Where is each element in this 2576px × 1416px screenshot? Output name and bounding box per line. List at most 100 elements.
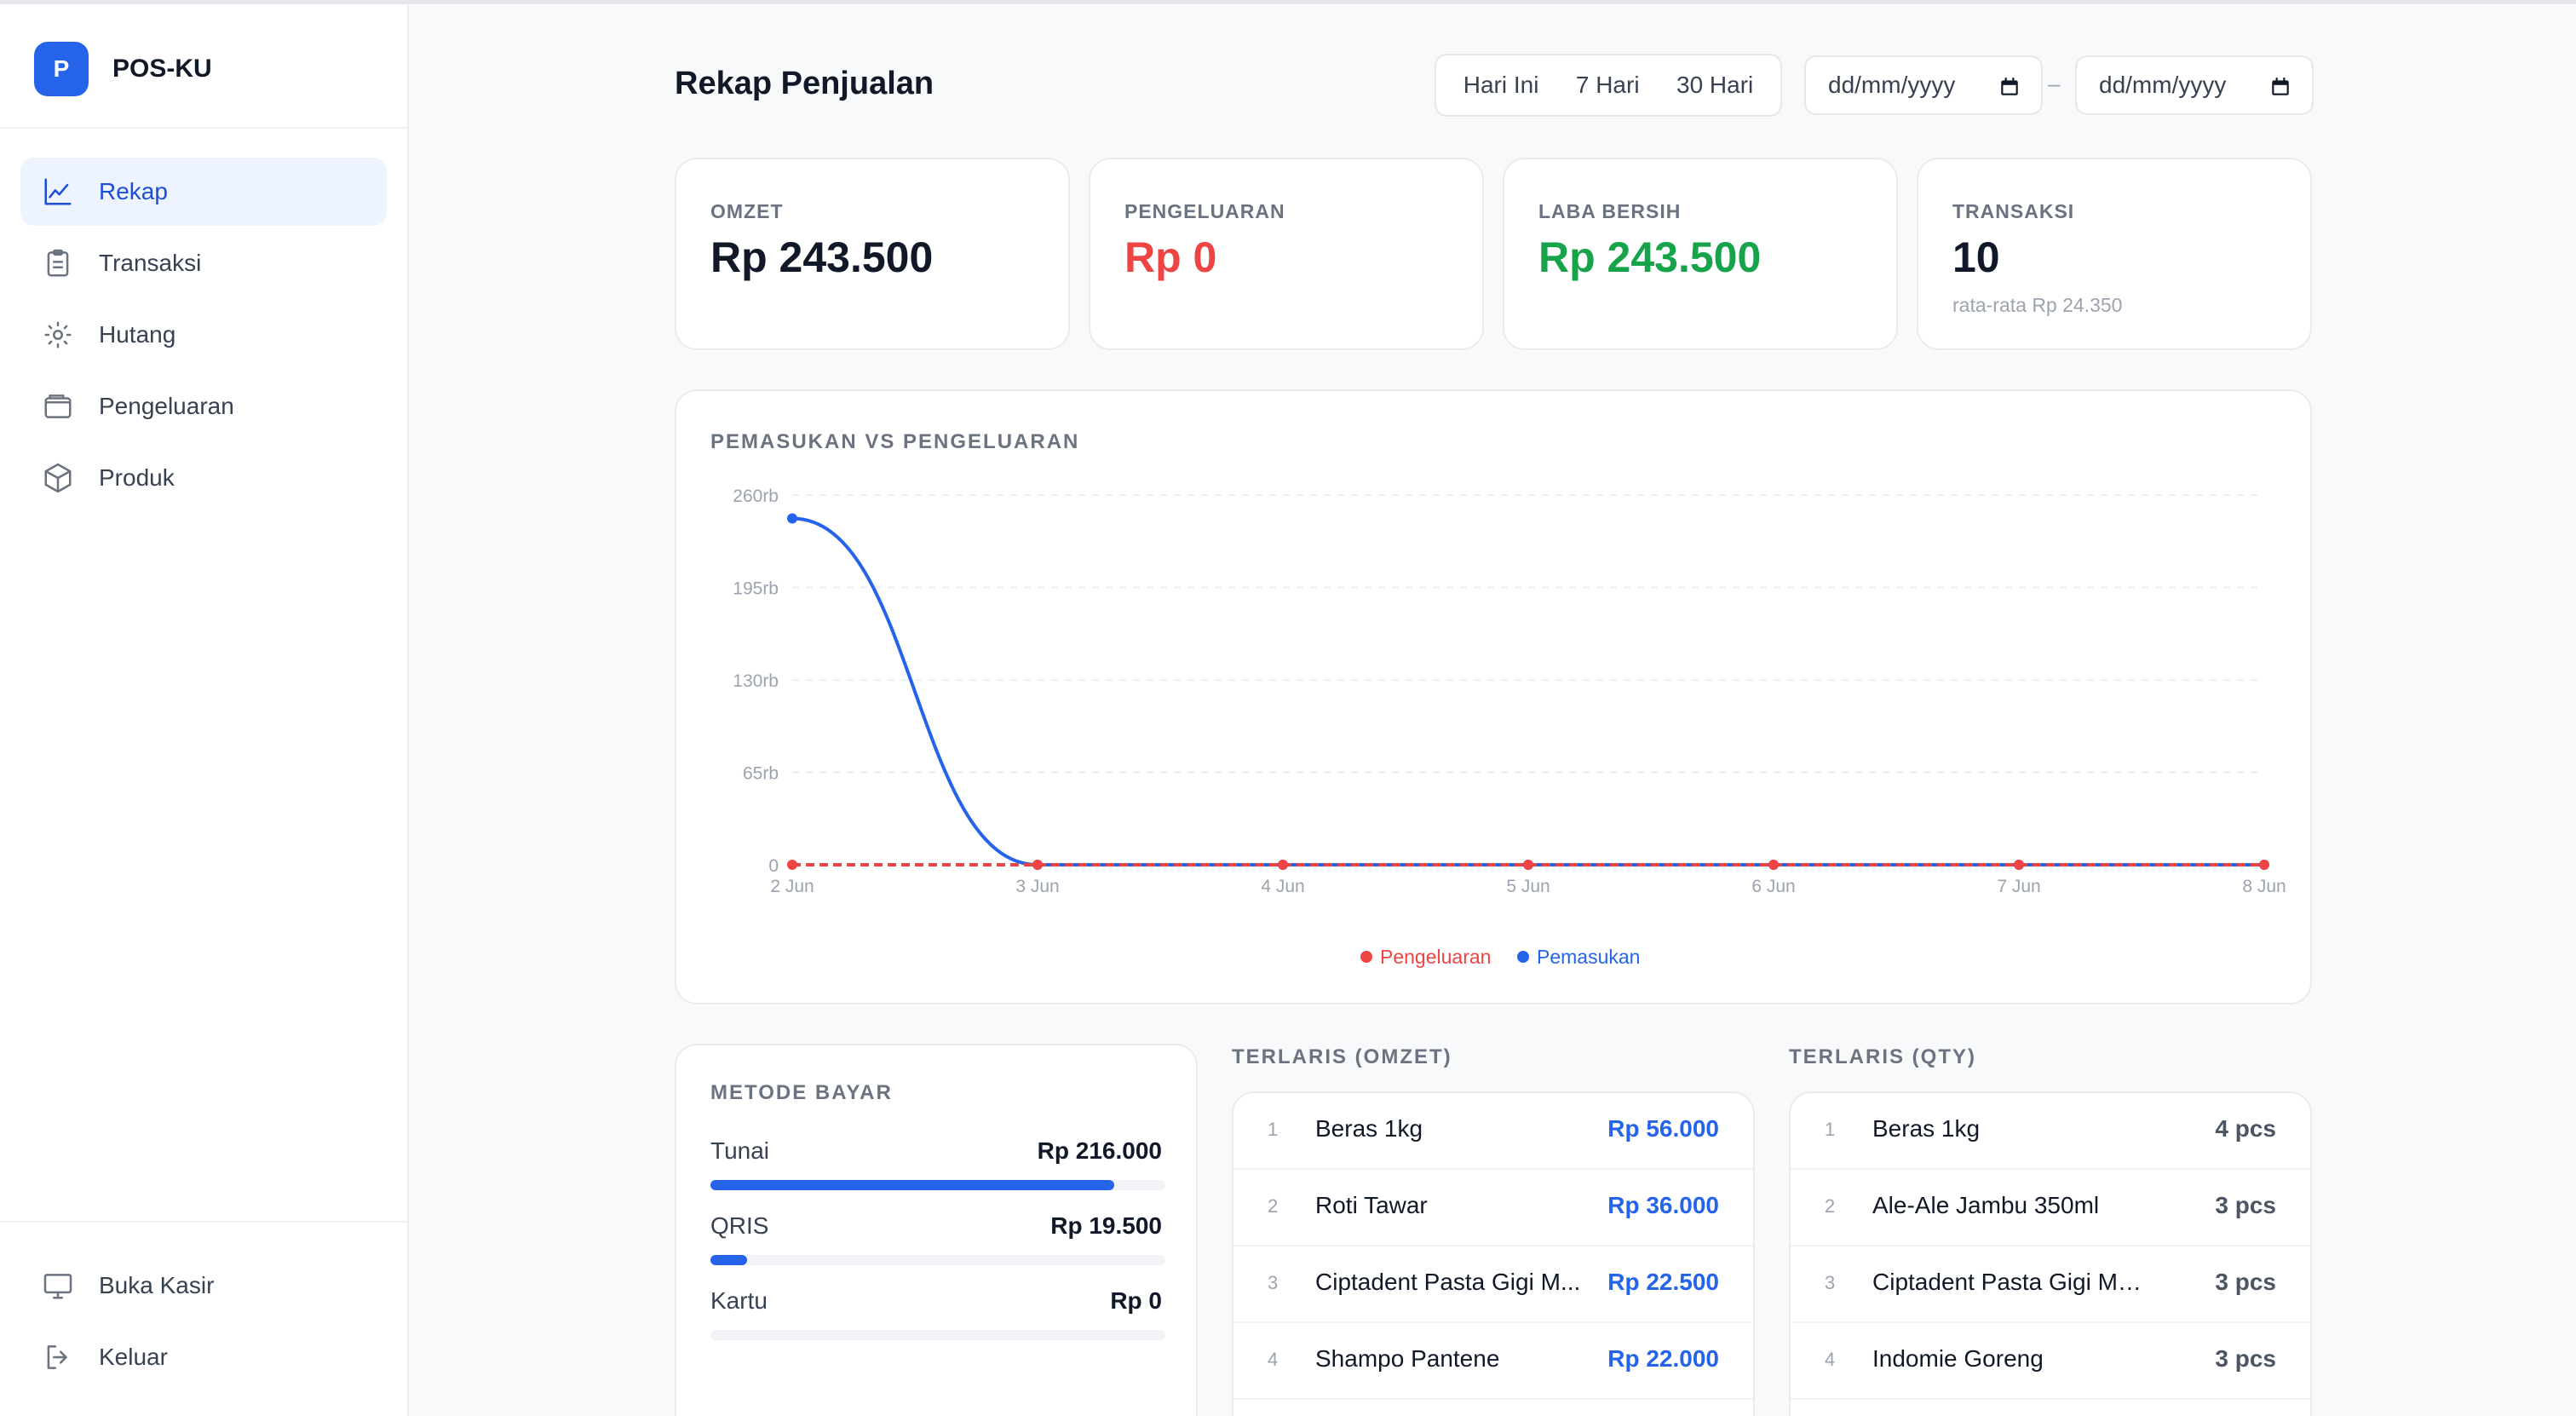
sidebar-item-label: Transaksi [99, 250, 202, 276]
sidebar-item-label: Pengeluaran [99, 393, 234, 419]
rank: 4 [1268, 1349, 1279, 1370]
product-name: Indomie Goreng [1872, 1345, 2044, 1372]
product-qty: 3 pcs [2215, 1345, 2276, 1372]
calendar-icon[interactable] [1998, 76, 2021, 98]
sidebar-item-label: Buka Kasir [99, 1272, 215, 1298]
rank: 2 [1268, 1195, 1279, 1217]
sidebar-nav: Rekap Transaksi Hutang Pengeluaran Produ… [20, 158, 387, 515]
list-item[interactable]: 2 Ale-Ale Jambu 350ml 3 pcs [1791, 1170, 2310, 1246]
sidebar: P POS-KU Rekap Transaksi Hutang Pen [0, 4, 409, 1416]
top-omzet-title: TERLARIS (OMZET) [1232, 1045, 1452, 1068]
list-item[interactable]: 3 Ciptadent Pasta Gigi M... Rp 22.500 [1233, 1246, 1753, 1323]
chart-title: PEMASUKAN VS PENGELUARAN [710, 430, 1080, 453]
x-tick-label: 8 Jun [2242, 877, 2286, 896]
window-top-border [0, 0, 2576, 4]
stat-label: TRANSAKSI [1952, 200, 2075, 222]
date-from-input[interactable]: dd/mm/yyyy [1804, 55, 2043, 115]
y-tick-label: 260rb [733, 486, 779, 506]
rank: 2 [1825, 1195, 1836, 1217]
x-tick-label: 3 Jun [1015, 877, 1059, 896]
stat-card-pengeluaran: PENGELUARAN Rp 0 [1089, 158, 1484, 350]
sidebar-item-label: Keluar [99, 1344, 168, 1370]
data-point [1768, 860, 1779, 870]
date-to-placeholder: dd/mm/yyyy [2099, 72, 2227, 98]
payment-progress-fill [710, 1255, 747, 1265]
payment-method-label: QRIS [710, 1212, 769, 1239]
range-30-days-button[interactable]: 30 Hari [1676, 72, 1754, 98]
legend-label: Pengeluaran [1380, 946, 1491, 968]
x-tick-label: 6 Jun [1751, 877, 1795, 896]
payment-method-value: Rp 19.500 [1050, 1212, 1162, 1239]
calendar-icon[interactable] [2269, 76, 2291, 98]
monitor-icon [41, 1269, 75, 1303]
sidebar-item-label: Hutang [99, 321, 176, 348]
box-icon [41, 461, 75, 495]
stat-label: OMZET [710, 200, 784, 222]
y-tick-label: 195rb [733, 579, 779, 599]
payment-methods-title: METODE BAYAR [710, 1081, 893, 1104]
product-name: Ciptadent Pasta Gigi M... [1315, 1269, 1581, 1295]
rank: 1 [1268, 1119, 1279, 1140]
y-tick-label: 0 [768, 856, 779, 876]
rank: 3 [1825, 1272, 1836, 1293]
sidebar-item-pengeluaran[interactable]: Pengeluaran [20, 372, 387, 440]
brand-name: POS-KU [112, 55, 212, 83]
product-omzet: Rp 22.500 [1607, 1269, 1719, 1295]
stat-label: PENGELUARAN [1124, 200, 1285, 222]
data-point [2259, 860, 2269, 870]
product-omzet: Rp 22.000 [1607, 1345, 1719, 1372]
range-today-button[interactable]: Hari Ini [1463, 72, 1539, 98]
wallet-icon [41, 389, 75, 423]
stat-value: Rp 0 [1124, 233, 1217, 281]
sidebar-footer: Buka Kasir Keluar [20, 1252, 387, 1395]
product-name: Beras 1kg [1315, 1115, 1423, 1142]
list-item[interactable]: 2 Roti Tawar Rp 36.000 [1233, 1170, 1753, 1246]
data-point [2014, 860, 2024, 870]
top-qty-title: TERLARIS (QTY) [1789, 1045, 1976, 1068]
data-point [1032, 860, 1043, 870]
sidebar-item-transaksi[interactable]: Transaksi [20, 229, 387, 297]
list-item[interactable]: 4 Indomie Goreng 3 pcs [1791, 1323, 2310, 1400]
sidebar-item-label: Rekap [99, 178, 168, 204]
stat-value: 10 [1952, 233, 2000, 281]
payment-methods-card: METODE BAYAR Tunai Rp 216.000 QRIS Rp 19… [675, 1044, 1198, 1416]
stat-label: LABA BERSIH [1538, 200, 1682, 222]
open-cashier-button[interactable]: Buka Kasir [20, 1252, 387, 1320]
payment-method-value: Rp 0 [1110, 1287, 1162, 1314]
brand[interactable]: P POS-KU [34, 42, 212, 96]
legend-marker [1360, 951, 1372, 963]
list-item[interactable]: 4 Shampo Pantene Rp 22.000 [1233, 1323, 1753, 1400]
product-qty: 4 pcs [2215, 1115, 2276, 1142]
list-item[interactable]: 1 Beras 1kg Rp 56.000 [1233, 1093, 1753, 1170]
top-qty-list: 1 Beras 1kg 4 pcs 2 Ale-Ale Jambu 350ml … [1789, 1091, 2312, 1416]
list-item[interactable]: 1 Beras 1kg 4 pcs [1791, 1093, 2310, 1170]
chart-line-icon [41, 175, 75, 209]
range-7-days-button[interactable]: 7 Hari [1575, 72, 1640, 98]
payment-progress-fill [710, 1180, 1114, 1190]
product-qty: 3 pcs [2215, 1269, 2276, 1295]
stat-value: Rp 243.500 [710, 233, 934, 281]
sidebar-item-produk[interactable]: Produk [20, 444, 387, 512]
product-qty: 3 pcs [2215, 1192, 2276, 1218]
stat-subtext: rata-rata Rp 24.350 [1952, 294, 2123, 316]
income-expense-chart: 0 65rb 130rb 195rb 260rb 2 Jun 3 Jun 4 Jun 5 Jun… [733, 486, 2286, 968]
list-item[interactable]: 3 Ciptadent Pasta Gigi Maxi 1... 3 pcs [1791, 1246, 2310, 1323]
data-point [1278, 860, 1288, 870]
product-omzet: Rp 36.000 [1607, 1192, 1719, 1218]
stat-value: Rp 243.500 [1538, 233, 1762, 281]
y-tick-label: 130rb [733, 671, 779, 691]
divider [0, 1221, 407, 1223]
product-name: Shampo Pantene [1315, 1345, 1500, 1372]
x-tick-label: 2 Jun [770, 877, 814, 896]
payment-method-value: Rp 216.000 [1037, 1137, 1162, 1164]
product-omzet: Rp 56.000 [1607, 1115, 1719, 1142]
logout-button[interactable]: Keluar [20, 1323, 387, 1391]
date-from-placeholder: dd/mm/yyyy [1828, 72, 1956, 98]
date-to-input[interactable]: dd/mm/yyyy [2075, 55, 2314, 115]
sidebar-item-hutang[interactable]: Hutang [20, 301, 387, 369]
y-tick-label: 65rb [743, 764, 779, 784]
data-point [787, 860, 797, 870]
sidebar-item-rekap[interactable]: Rekap [20, 158, 387, 226]
rank: 4 [1825, 1349, 1836, 1370]
x-tick-label: 4 Jun [1261, 877, 1304, 896]
